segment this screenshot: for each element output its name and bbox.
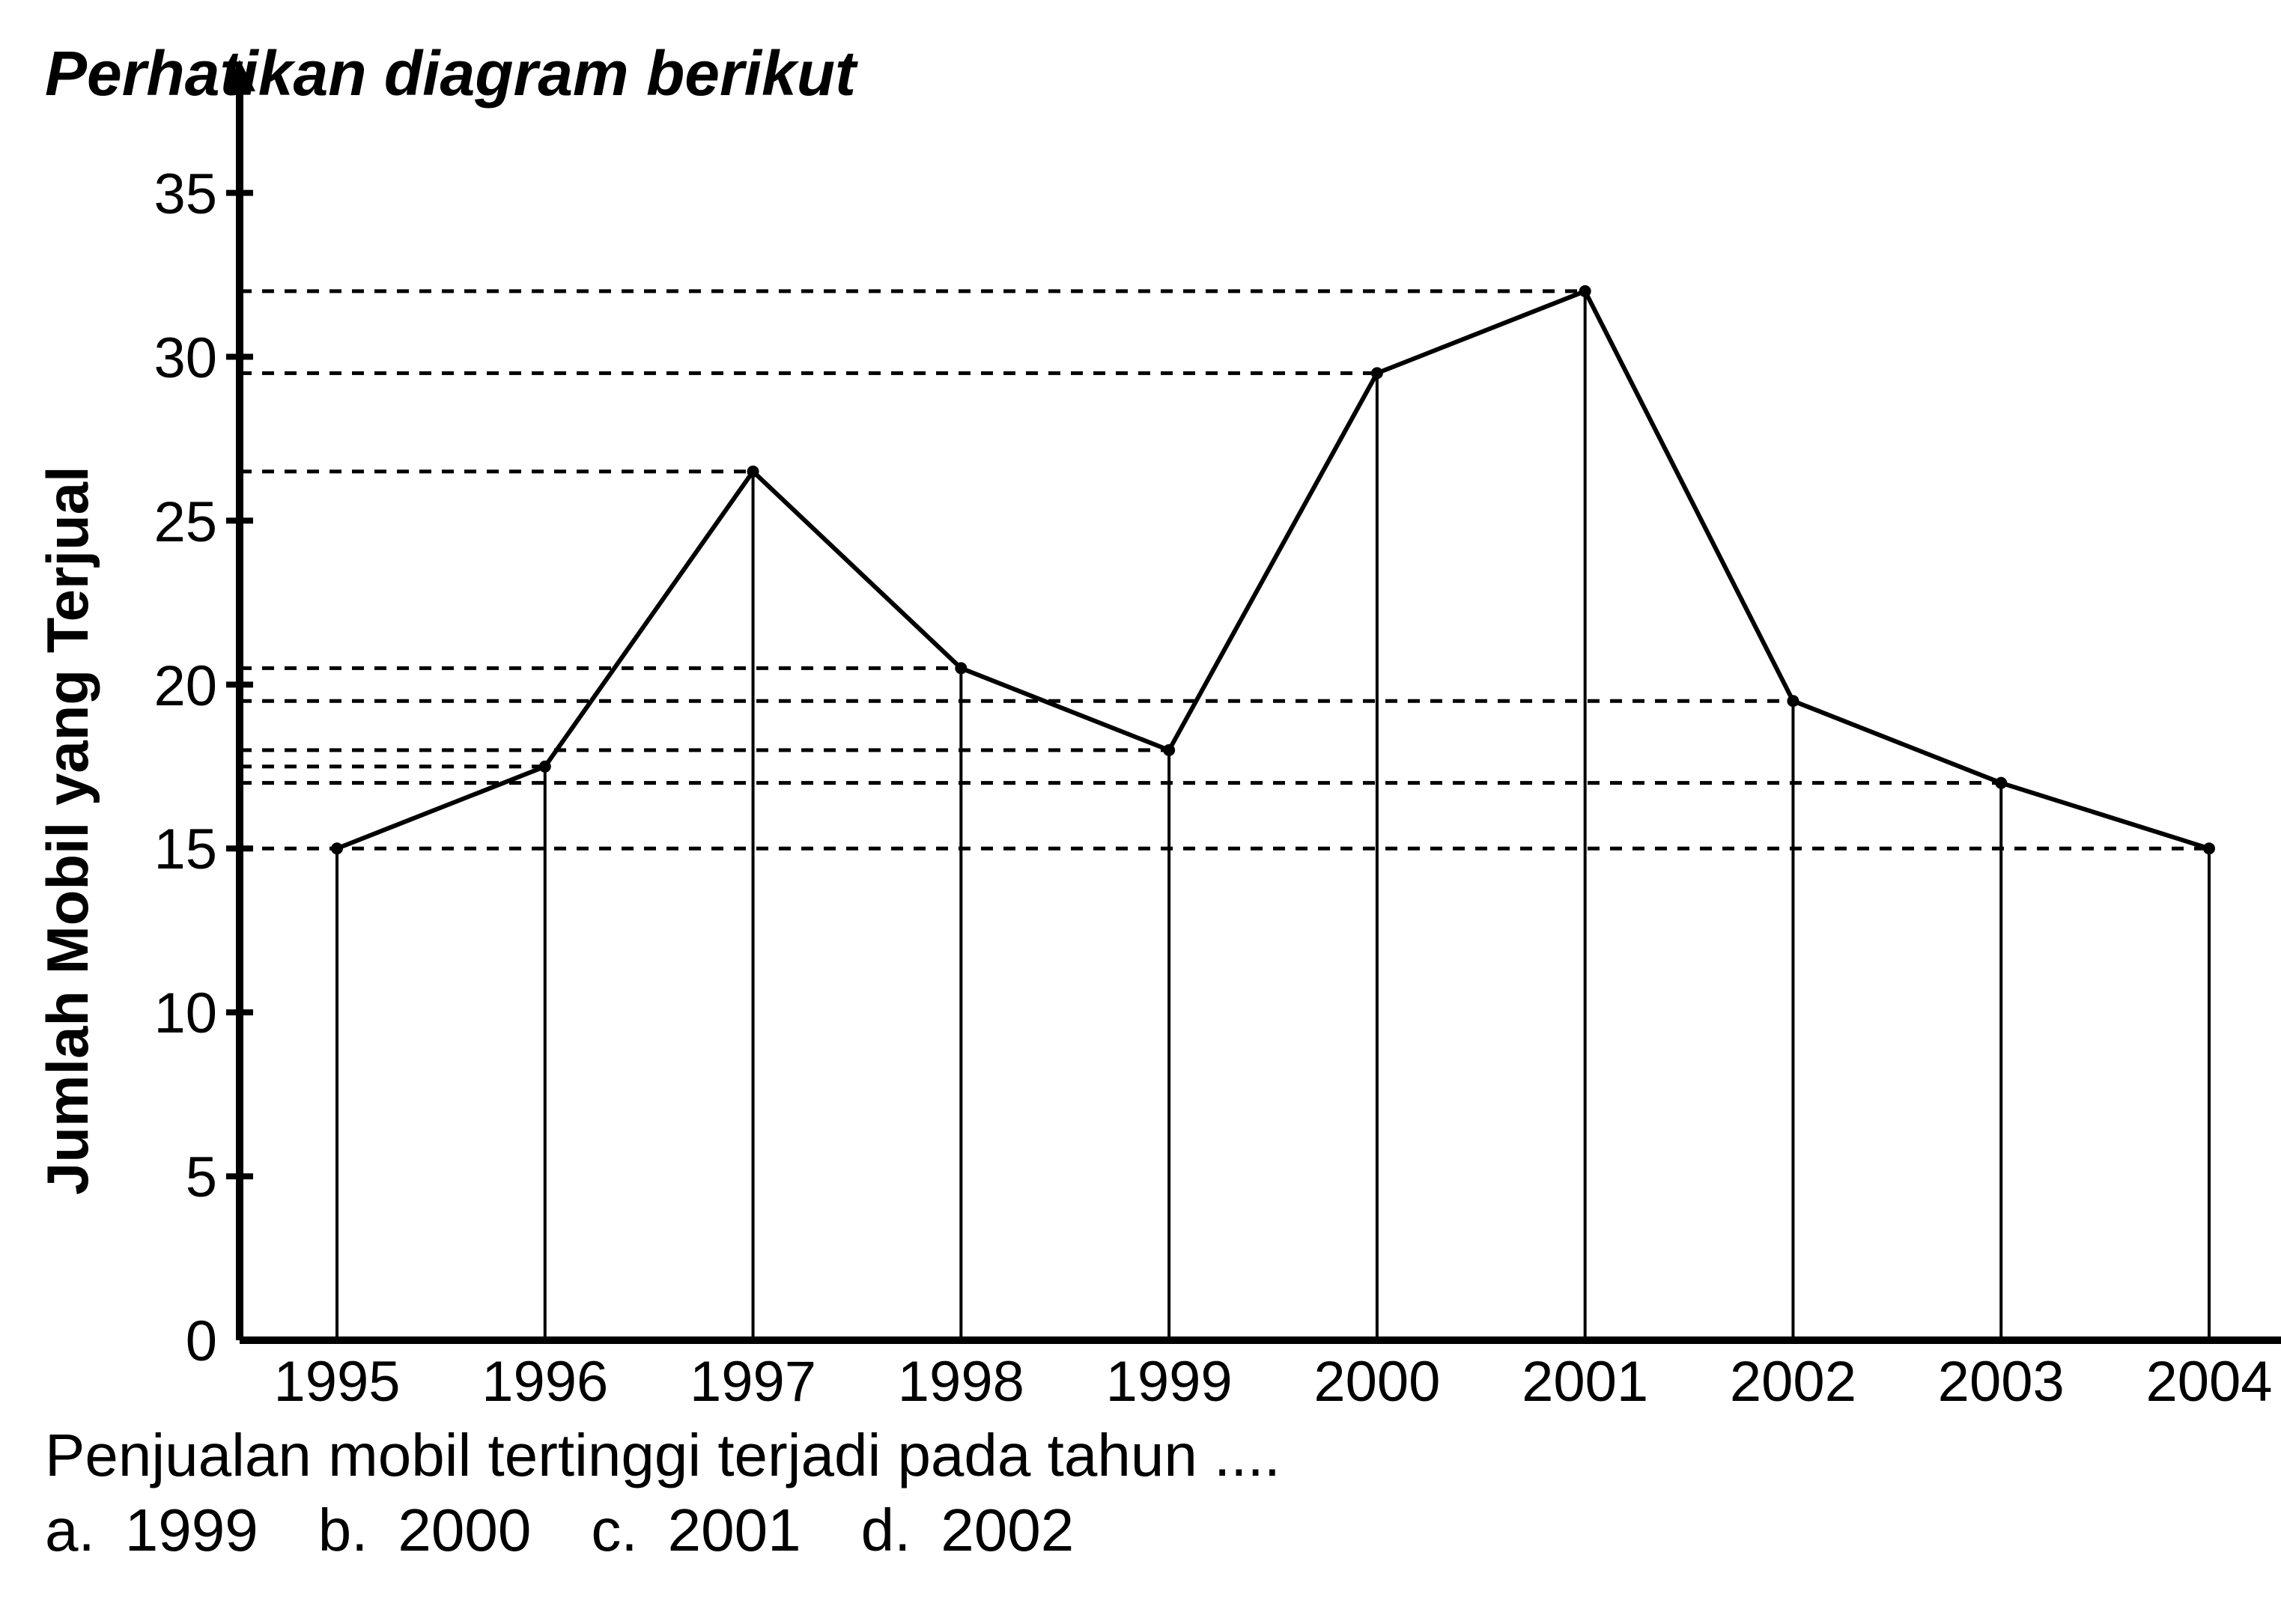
y-tick-label: 0 xyxy=(135,1309,217,1374)
x-tick-label: 2003 xyxy=(1919,1349,2083,1414)
x-tick-label: 2000 xyxy=(1295,1349,1460,1414)
answer-letter: b. xyxy=(318,1497,368,1563)
answer-option[interactable]: a. 1999 xyxy=(45,1496,258,1565)
y-tick-label: 35 xyxy=(135,162,217,227)
answer-option[interactable]: b. 2000 xyxy=(318,1496,532,1565)
x-tick-label: 1998 xyxy=(878,1349,1043,1414)
answer-value: 2000 xyxy=(398,1497,531,1563)
y-tick-label: 15 xyxy=(135,817,217,882)
chart-area xyxy=(30,30,2281,1370)
x-tick-label: 2004 xyxy=(2127,1349,2281,1414)
answer-letter: c. xyxy=(591,1497,637,1563)
answer-value: 2001 xyxy=(668,1497,801,1563)
y-tick-label: 10 xyxy=(135,981,217,1046)
x-tick-label: 1997 xyxy=(671,1349,836,1414)
x-tick-label: 1999 xyxy=(1087,1349,1251,1414)
x-tick-label: 2002 xyxy=(1710,1349,1875,1414)
x-tick-label: 2001 xyxy=(1503,1349,1668,1414)
answer-letter: d. xyxy=(861,1497,911,1563)
y-tick-label: 25 xyxy=(135,490,217,555)
chart-svg xyxy=(30,30,2281,1370)
y-tick-label: 5 xyxy=(135,1145,217,1210)
x-tick-label: 1996 xyxy=(463,1349,628,1414)
answer-letter: a. xyxy=(45,1497,95,1563)
answer-option[interactable]: d. 2002 xyxy=(861,1496,1075,1565)
x-tick-label: 1995 xyxy=(255,1349,419,1414)
answer-row: a. 1999 b. 2000 c. 2001 d. 2002 xyxy=(45,1496,1134,1565)
answer-value: 2002 xyxy=(941,1497,1074,1563)
y-tick-label: 30 xyxy=(135,326,217,391)
container: Perhatikan diagram berikut Jumlah Mobil … xyxy=(30,30,2281,1594)
answer-option[interactable]: c. 2001 xyxy=(591,1496,801,1565)
question-text: Penjualan mobil tertinggi terjadi pada t… xyxy=(45,1421,1281,1490)
y-tick-label: 20 xyxy=(135,654,217,719)
answer-value: 1999 xyxy=(125,1497,258,1563)
